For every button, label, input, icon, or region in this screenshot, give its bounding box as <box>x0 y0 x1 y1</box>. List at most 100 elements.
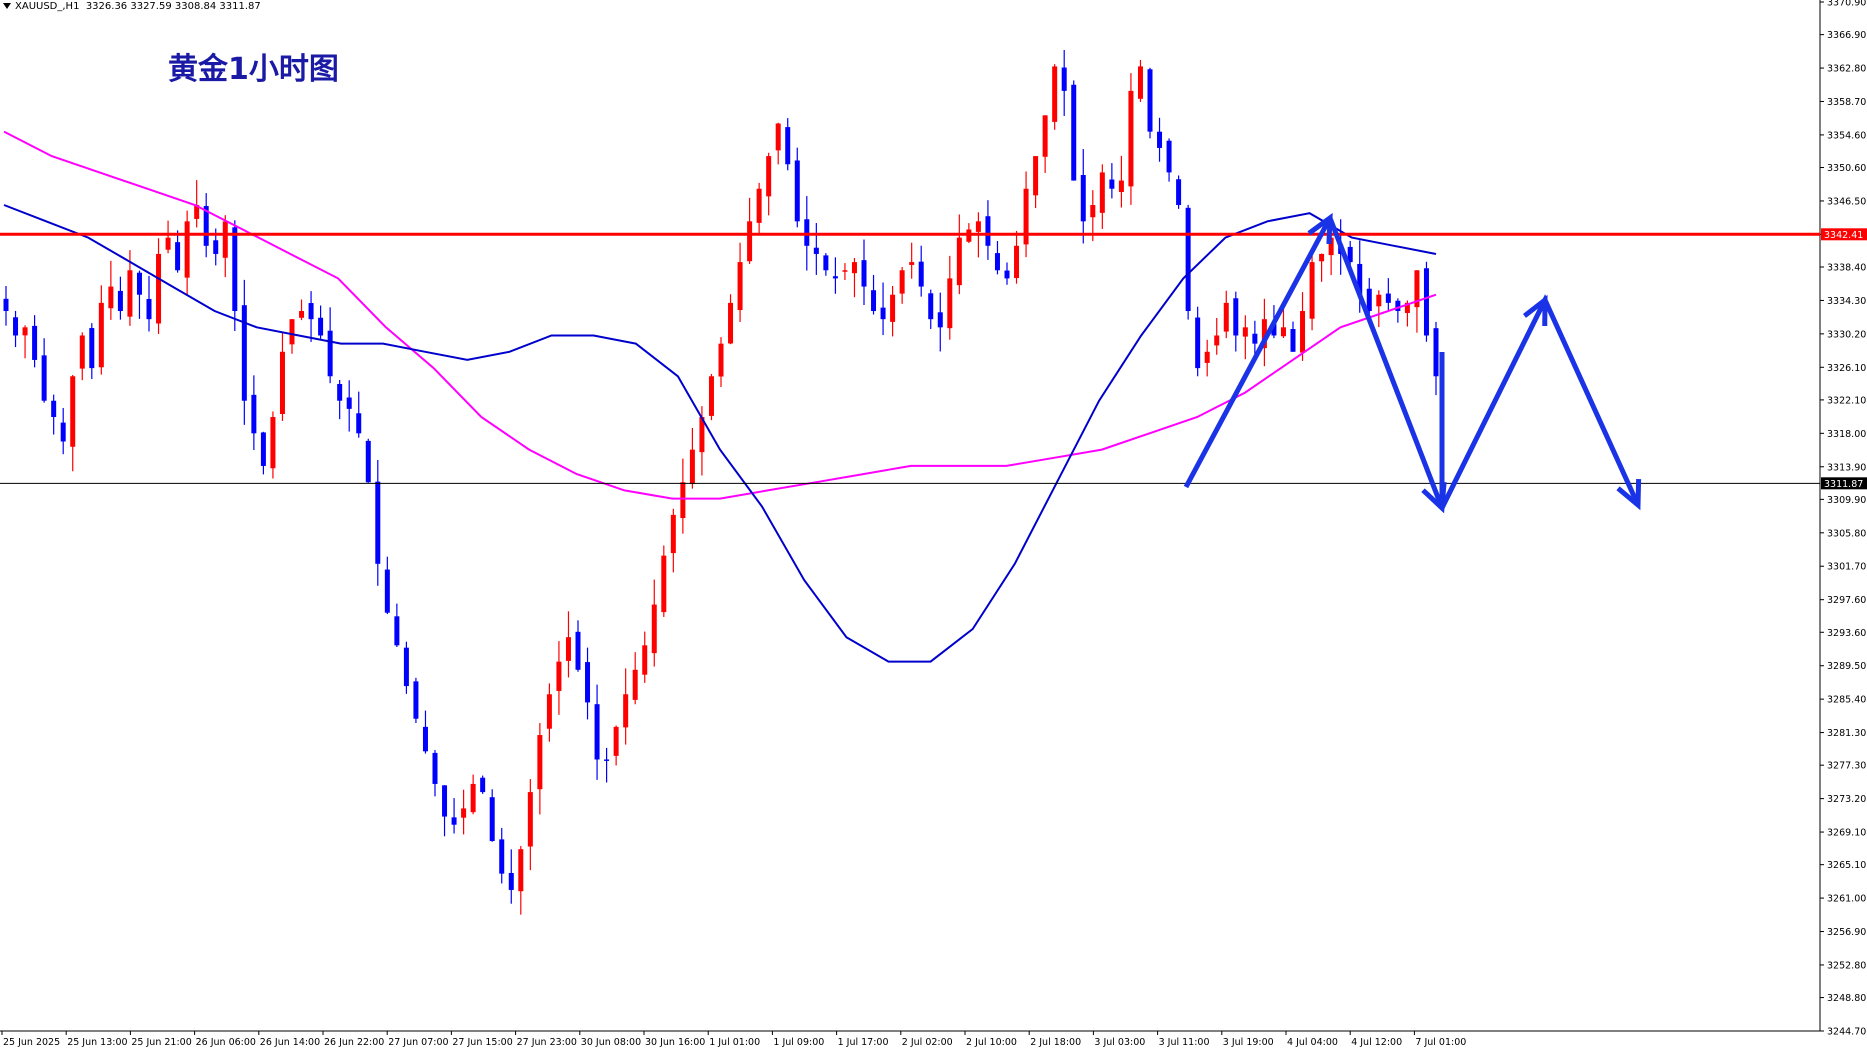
candle-down <box>813 247 819 254</box>
y-tick-label: 3281.30 <box>1827 728 1866 739</box>
price-label-text: 3311.87 <box>1824 479 1863 490</box>
candle-down <box>1395 300 1401 312</box>
y-tick-label: 3297.60 <box>1827 595 1866 606</box>
y-tick-label: 3358.70 <box>1827 97 1866 108</box>
candle-up <box>956 237 962 286</box>
candle-down <box>1233 298 1239 336</box>
candle-down <box>1290 329 1296 352</box>
candle-up <box>546 694 552 729</box>
x-tick-label: 26 Jun 22:00 <box>324 1037 384 1048</box>
candle-up <box>1099 172 1105 213</box>
candle-down <box>1109 179 1115 189</box>
candle-down <box>861 260 867 287</box>
candle-up <box>632 669 638 700</box>
candle-up <box>165 237 171 250</box>
ma-slow-line <box>3 130 1437 500</box>
candle-down <box>175 242 181 271</box>
candle-up <box>184 221 190 278</box>
candle-up <box>79 335 85 369</box>
candle-down <box>1433 328 1439 377</box>
candle-down <box>384 569 390 613</box>
y-tick-label: 3346.50 <box>1827 196 1866 207</box>
x-tick-label: 25 Jun 13:00 <box>67 1037 127 1048</box>
candle-up <box>1280 327 1286 337</box>
candle-down <box>794 160 800 222</box>
candle-down <box>375 481 381 564</box>
candle-down <box>60 422 66 442</box>
y-tick-label: 3318.00 <box>1827 429 1866 440</box>
candle-down <box>1176 179 1182 206</box>
candle-down <box>1185 207 1191 312</box>
candle-up <box>222 221 228 258</box>
candle-up <box>1414 270 1420 308</box>
candle-down <box>422 726 428 752</box>
candle-up <box>1042 115 1048 157</box>
candle-down <box>213 240 219 254</box>
candle-down <box>1071 84 1077 181</box>
candle-down <box>32 325 38 360</box>
candle-down <box>260 432 266 466</box>
y-tick-label: 3301.70 <box>1827 562 1866 573</box>
candle-down <box>985 216 991 246</box>
candle-down <box>585 662 591 703</box>
candle-up <box>1328 237 1334 256</box>
candle-up <box>527 792 533 847</box>
y-tick-label: 3366.90 <box>1827 30 1866 41</box>
y-tick-label: 3248.80 <box>1827 993 1866 1004</box>
x-tick-label: 4 Jul 04:00 <box>1287 1037 1338 1048</box>
candle-up <box>756 188 762 223</box>
candle-up <box>766 156 772 197</box>
candle-up <box>890 294 896 322</box>
x-tick-label: 3 Jul 03:00 <box>1094 1037 1145 1048</box>
y-tick-label: 3305.80 <box>1827 528 1866 539</box>
x-tick-label: 25 Jun 21:00 <box>131 1037 191 1048</box>
ohlc-values: 3326.36 3327.59 3308.84 3311.87 <box>85 1 261 12</box>
candle-down <box>13 317 19 336</box>
candle-up <box>899 270 905 294</box>
x-tick-label: 1 Jul 09:00 <box>773 1037 824 1048</box>
x-tick-label: 7 Jul 01:00 <box>1415 1037 1466 1048</box>
candle-down <box>1004 270 1010 279</box>
candle-up <box>279 351 285 414</box>
y-tick-label: 3293.60 <box>1827 628 1866 639</box>
candle-down <box>251 394 257 434</box>
candle-down <box>337 384 343 401</box>
x-tick-label: 30 Jun 08:00 <box>581 1037 641 1048</box>
y-tick-label: 3309.90 <box>1827 495 1866 506</box>
candle-up <box>1118 180 1124 193</box>
candle-down <box>346 397 352 409</box>
candle-down <box>1271 324 1277 336</box>
candle-up <box>1309 262 1315 319</box>
candle-up <box>1014 245 1020 279</box>
collapse-triangle-icon[interactable] <box>3 3 11 9</box>
y-tick-label: 3273.20 <box>1827 794 1866 805</box>
candle-down <box>3 298 9 312</box>
candle-up <box>975 221 981 232</box>
candle-up <box>1033 156 1039 196</box>
candle-up <box>299 311 305 318</box>
forecast-arrow-down <box>1327 217 1445 509</box>
candle-down <box>499 839 505 874</box>
y-tick-label: 3326.10 <box>1827 363 1866 374</box>
x-tick-label: 2 Jul 02:00 <box>902 1037 953 1048</box>
candle-down <box>1195 317 1201 369</box>
candle-down <box>604 759 610 761</box>
candle-up <box>1090 205 1096 218</box>
candle-up <box>194 205 200 219</box>
candle-up <box>1223 302 1229 332</box>
y-tick-label: 3350.60 <box>1827 163 1866 174</box>
candle-down <box>51 400 57 418</box>
candle-up <box>708 376 714 416</box>
x-tick-label: 30 Jun 16:00 <box>645 1037 705 1048</box>
candle-down <box>89 328 95 369</box>
candle-up <box>718 343 724 377</box>
candle-down <box>489 797 495 842</box>
candle-up <box>1300 311 1306 353</box>
candle-down <box>1157 131 1163 148</box>
candle-down <box>136 272 142 295</box>
y-tick-label: 3330.20 <box>1827 329 1866 340</box>
candle-up <box>642 645 648 675</box>
candle-down <box>232 227 238 312</box>
